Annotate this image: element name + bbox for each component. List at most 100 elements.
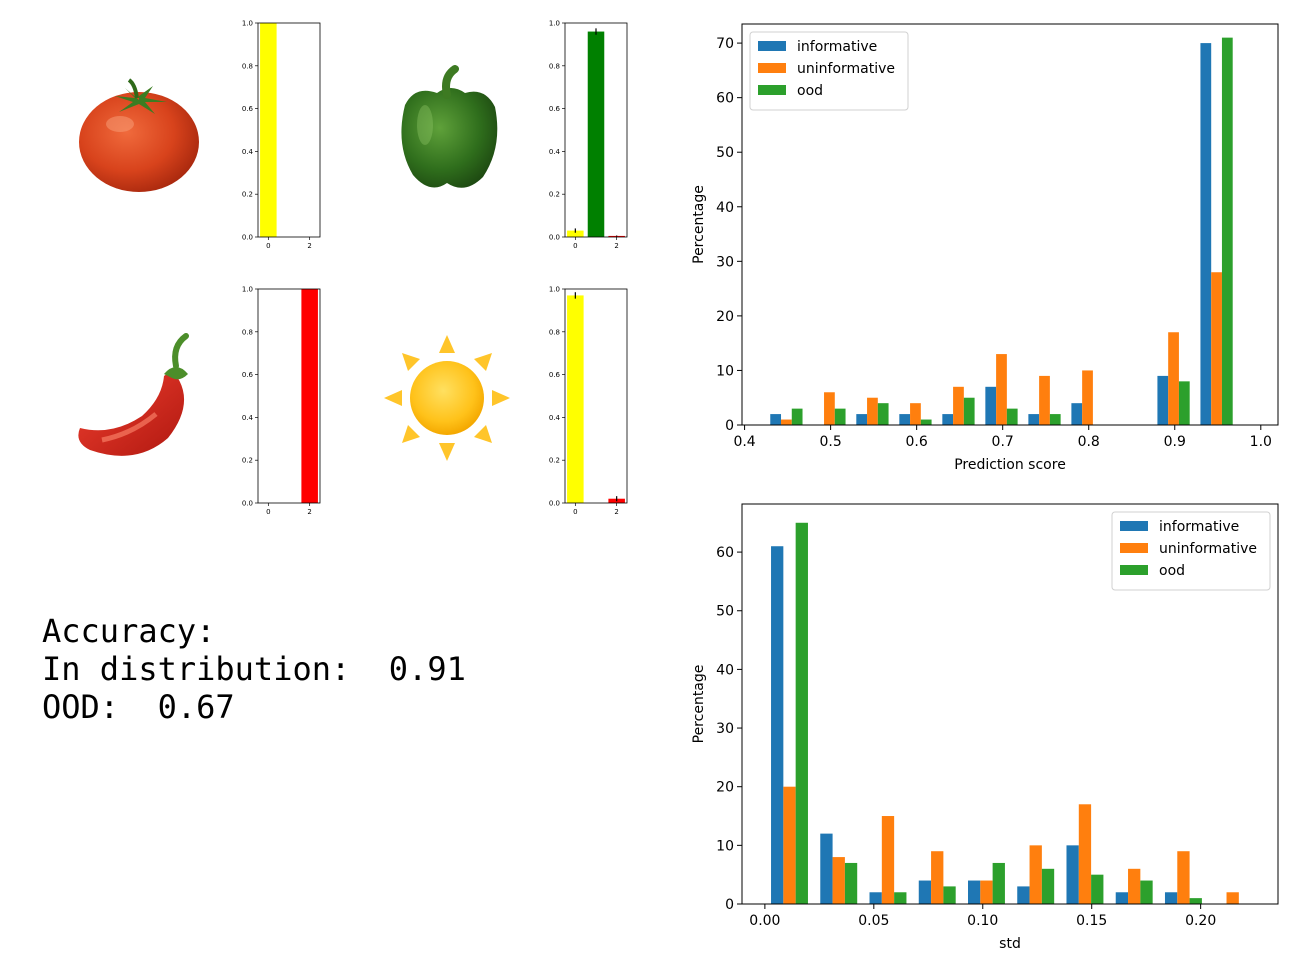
legend-label-ood: ood [1159, 563, 1185, 579]
bar-informative [1200, 43, 1212, 425]
bar-ood [963, 397, 975, 425]
y-tick-label: 1.0 [242, 20, 253, 28]
y-tick-label: 0.6 [242, 105, 254, 113]
bar-0 [260, 23, 277, 237]
bar-uninformative [980, 880, 993, 904]
bar-ood [1091, 874, 1104, 904]
bar-ood [943, 886, 956, 904]
y-tick-label: 0 [725, 897, 734, 913]
axes-frame [564, 22, 628, 238]
bar-2 [301, 289, 318, 503]
bar-uninformative [1128, 868, 1141, 904]
bar-informative [899, 414, 911, 425]
legend-swatch-uninformative [758, 63, 786, 73]
x-tick-label: 0 [266, 242, 270, 250]
bar-uninformative [953, 386, 964, 425]
y-tick-label: 0.6 [549, 371, 561, 379]
x-tick-label: 1.0 [1250, 434, 1272, 450]
ood-line: OOD: 0.67 [42, 688, 466, 726]
bar-informative [770, 414, 782, 425]
in-distribution-value: 0.91 [388, 650, 466, 688]
y-tick-label: 20 [716, 309, 734, 325]
axes-frame [257, 288, 321, 504]
y-tick-label: 0.0 [549, 234, 560, 242]
bar-ood [795, 522, 808, 904]
y-tick-label: 0.2 [242, 191, 253, 199]
bar-uninformative [824, 392, 835, 425]
bar-uninformative [1211, 272, 1222, 425]
y-tick-label: 0.2 [242, 457, 253, 465]
legend-swatch-uninformative [1120, 543, 1148, 553]
axes-frame [741, 23, 1279, 426]
y-tick-label: 0.6 [549, 105, 561, 113]
bar-ood [1221, 37, 1233, 425]
bar-informative [1164, 892, 1178, 904]
bar-ood [1178, 381, 1190, 425]
accuracy-heading: Accuracy: [42, 612, 216, 650]
bar-uninformative [1177, 851, 1190, 904]
legend: informative uninformative ood [1111, 511, 1271, 591]
bar-uninformative [1039, 375, 1050, 425]
y-tick-label: 0.8 [549, 328, 560, 336]
legend-box [1111, 511, 1271, 591]
x-tick-label: 0 [573, 508, 577, 516]
bar-ood [1140, 880, 1153, 904]
y-tick-label: 10 [716, 363, 734, 379]
mini-chart-green-pepper: 0.0 0.2 0.4 0.6 0.8 1.0 0 2 [549, 20, 628, 250]
bar-0 [567, 230, 584, 237]
bar-uninformative [867, 397, 878, 425]
ood-value: 0.67 [157, 688, 235, 726]
x-tick-label: 0.4 [733, 434, 755, 450]
legend: informative uninformative ood [749, 31, 909, 111]
y-tick-label: 0 [725, 418, 734, 434]
bar-informative [856, 414, 868, 425]
bar-informative [771, 546, 784, 904]
bar-ood [844, 862, 858, 904]
x-axis-label: Prediction score [954, 457, 1066, 473]
bar-uninformative [783, 786, 796, 904]
y-tick-label: 0.2 [549, 191, 560, 199]
bar-informative [918, 880, 932, 904]
bar-uninformative [881, 816, 895, 904]
x-axis-label: std [999, 936, 1021, 952]
legend-swatch-informative [1120, 521, 1148, 531]
bar-ood [834, 408, 846, 425]
bar-uninformative [1078, 804, 1092, 904]
y-tick-label: 0.2 [549, 457, 560, 465]
x-tick-label: 2 [614, 508, 618, 516]
legend-label-informative: informative [1159, 519, 1239, 535]
y-tick-label: 1.0 [242, 286, 253, 294]
chili-pepper-icon [78, 333, 189, 456]
bar-uninformative [910, 403, 921, 425]
x-tick-label: 0 [266, 508, 270, 516]
legend-label-ood: ood [797, 83, 823, 99]
y-tick-label: 0.4 [549, 148, 561, 156]
ood-label: OOD: [42, 688, 120, 726]
x-tick-label: 2 [614, 242, 618, 250]
y-axis-label: Percentage [691, 185, 707, 264]
y-axis-label: Percentage [691, 665, 707, 744]
green-pepper-icon [401, 65, 498, 188]
sun-icon [384, 335, 510, 461]
x-tick-label: 2 [307, 508, 311, 516]
x-tick-label: 0.9 [1164, 434, 1186, 450]
bar-informative [1157, 375, 1169, 425]
bar-uninformative [931, 851, 944, 904]
legend-swatch-informative [758, 41, 786, 51]
y-tick-label: 50 [716, 604, 734, 620]
x-tick-label: 0.05 [858, 913, 889, 929]
x-tick-label: 2 [307, 242, 311, 250]
y-tick-label: 50 [716, 145, 734, 161]
y-tick-label: 30 [716, 254, 734, 270]
bar-ood [894, 892, 907, 904]
bar-ood [992, 862, 1005, 904]
bar-ood [1041, 868, 1055, 904]
axes-frame [564, 288, 628, 504]
bar-uninformative [1226, 892, 1239, 904]
bar-uninformative [832, 857, 845, 904]
mini-chart-chili: 0.0 0.2 0.4 0.6 0.8 1.0 0 2 [242, 286, 321, 516]
bar-informative [1028, 414, 1040, 425]
x-tick-label: 0.8 [1078, 434, 1100, 450]
bar-informative [820, 833, 833, 904]
legend-label-uninformative: uninformative [797, 61, 895, 77]
